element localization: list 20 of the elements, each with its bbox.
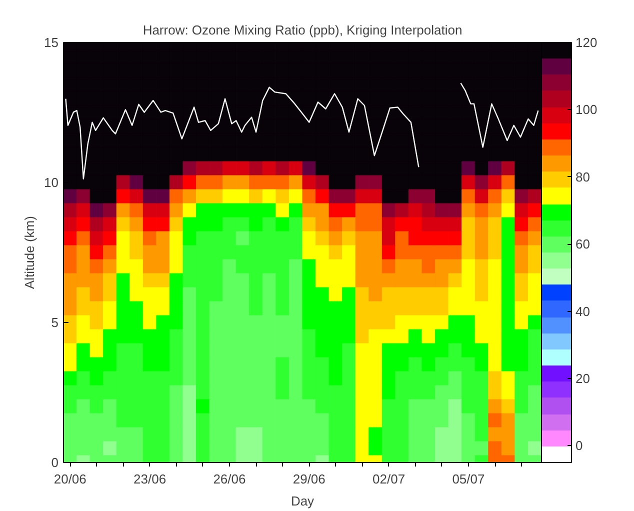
y-tick-label: 0 <box>51 455 59 470</box>
color-bar-label: 80 <box>576 169 590 184</box>
x-tick-label: 05/07 <box>452 472 485 486</box>
y-tick-label: 5 <box>51 315 59 330</box>
chart-title: Harrow: Ozone Mixing Ratio (ppb), Kriging Interpolation <box>142 22 462 38</box>
color-bar-label: 100 <box>576 102 598 118</box>
x-tick-label: 29/06 <box>292 472 326 486</box>
x-tick-label: 26/06 <box>213 472 246 486</box>
x-tick-label: 23/06 <box>134 472 166 486</box>
y-axis-title: Altitude (km) <box>22 216 38 289</box>
color-bar-label: 0 <box>576 438 583 454</box>
y-tick-label: 10 <box>44 175 59 190</box>
x-tick-label: 02/07 <box>372 472 406 486</box>
y-tick-label: 15 <box>44 35 59 50</box>
color-bar-label: 120 <box>576 35 598 50</box>
color-bar-label: 20 <box>576 371 590 386</box>
x-tick-label: 20/06 <box>54 472 86 486</box>
color-bar-label: 60 <box>576 236 590 252</box>
x-axis-title: Day <box>290 494 315 508</box>
color-bar-label: 40 <box>576 304 590 319</box>
